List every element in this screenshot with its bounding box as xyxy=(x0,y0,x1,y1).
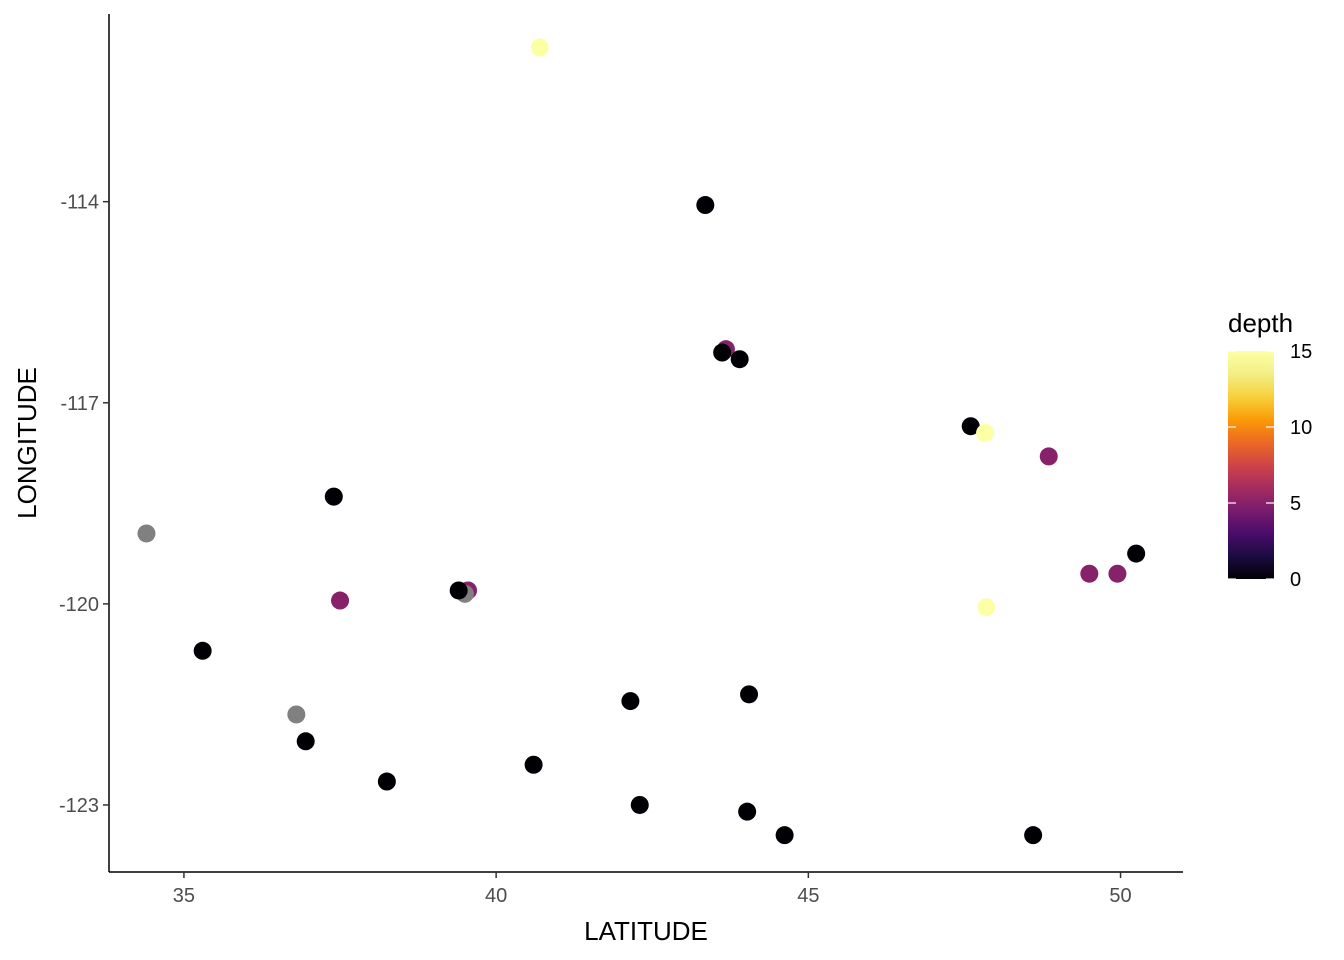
scatter-point xyxy=(621,692,640,711)
x-tick-label: 45 xyxy=(797,885,819,907)
scatter-point xyxy=(137,524,156,543)
y-ticks: -114 -117 -120 -123 xyxy=(59,192,109,817)
legend: depth 0 5 10 15 xyxy=(1228,308,1312,591)
x-axis-title: LATITUDE xyxy=(584,916,708,946)
x-tick-label: 50 xyxy=(1109,885,1131,907)
scatter-point xyxy=(696,196,715,215)
scatter-point xyxy=(377,772,396,791)
scatter-point xyxy=(630,795,649,814)
legend-ticks: 0 5 10 15 xyxy=(1228,341,1312,591)
scatter-point xyxy=(1039,447,1058,466)
y-tick-label: -117 xyxy=(60,393,99,415)
scatter-point xyxy=(738,802,757,821)
scatter-point xyxy=(296,732,315,751)
scatter-point xyxy=(740,685,759,704)
scatter-point xyxy=(324,487,343,506)
scatter-point xyxy=(530,38,549,57)
scatter-point xyxy=(976,423,995,442)
scatter-point xyxy=(775,826,794,845)
legend-title: depth xyxy=(1228,308,1293,338)
scatter-point xyxy=(1080,564,1099,583)
scatter-point xyxy=(524,755,543,774)
scatter-point xyxy=(1108,564,1127,583)
legend-tick-label: 15 xyxy=(1290,341,1312,363)
scatter-point xyxy=(961,417,980,436)
scatter-point xyxy=(193,641,212,660)
scatter-point xyxy=(1024,826,1043,845)
scatter-point xyxy=(449,581,468,600)
scatter-point xyxy=(1127,544,1146,563)
scatter-point xyxy=(331,591,350,610)
x-ticks: 35 40 45 50 xyxy=(173,872,1132,907)
scatter-point xyxy=(713,343,732,362)
legend-tick-label: 5 xyxy=(1290,493,1301,515)
plot-area xyxy=(137,38,1146,845)
x-tick-label: 35 xyxy=(173,885,195,907)
y-tick-label: -123 xyxy=(59,795,99,817)
x-tick-label: 40 xyxy=(485,885,507,907)
y-tick-label: -120 xyxy=(59,594,99,616)
scatter-point xyxy=(287,705,306,724)
legend-tick-label: 0 xyxy=(1290,569,1301,591)
legend-colorbar xyxy=(1228,351,1274,579)
legend-tick-label: 10 xyxy=(1290,417,1312,439)
scatter-point xyxy=(977,598,996,617)
y-axis-title: LONGITUDE xyxy=(12,367,42,519)
scatter-point xyxy=(730,350,749,369)
y-tick-label: -114 xyxy=(60,192,99,214)
